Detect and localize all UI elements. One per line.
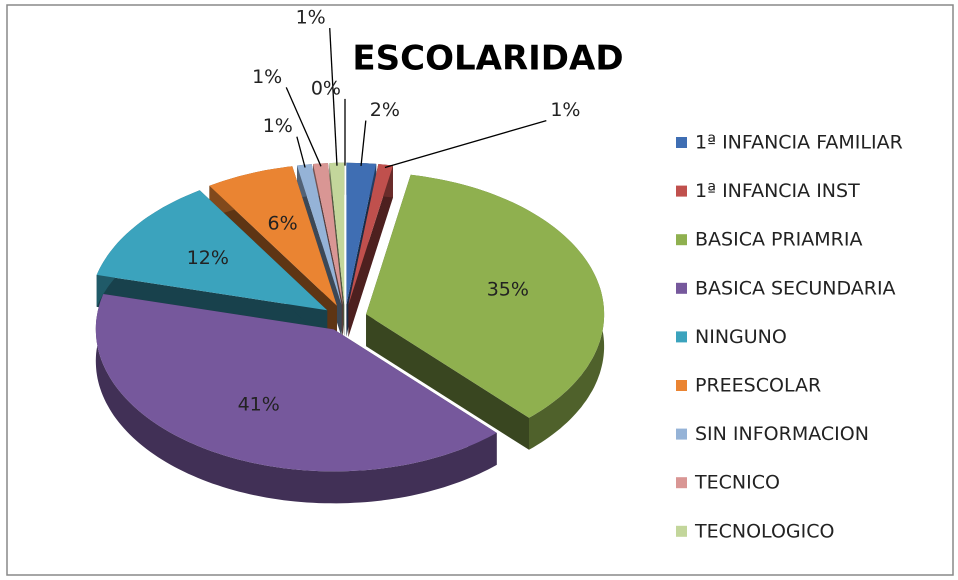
legend-label: TECNICO bbox=[694, 472, 780, 494]
pie-tops bbox=[95, 162, 605, 472]
legend-swatch bbox=[676, 477, 687, 489]
chart-title: ESCOLARIDAD bbox=[352, 39, 623, 79]
data-label: 1% bbox=[296, 7, 326, 29]
slice-wall bbox=[348, 165, 393, 337]
legend-swatch bbox=[676, 331, 687, 343]
leader-line bbox=[296, 136, 306, 168]
leader-line bbox=[360, 120, 367, 167]
data-label: 0% bbox=[311, 77, 341, 99]
pie-labels: 2% 1% 35% 41% 12% 6% 1% 1% 1% 0% bbox=[187, 7, 581, 416]
slice bbox=[209, 166, 337, 306]
slice bbox=[329, 162, 345, 305]
legend-label: TECNOLOGICO bbox=[694, 520, 834, 542]
slice-side bbox=[95, 294, 497, 504]
data-label: 1% bbox=[263, 115, 293, 137]
data-label: 1% bbox=[550, 99, 580, 121]
legend-label: PREESCOLAR bbox=[695, 375, 821, 397]
data-label: 6% bbox=[268, 212, 298, 234]
legend: 1ª INFANCIA FAMILIAR 1ª INFANCIA INST BASI… bbox=[676, 132, 903, 542]
legend-label: SIN INFORMACION bbox=[695, 423, 869, 445]
legend-swatch bbox=[676, 428, 687, 440]
data-label: 12% bbox=[187, 247, 229, 269]
leader-line bbox=[384, 119, 547, 169]
legend-swatch bbox=[676, 282, 687, 294]
legend-swatch bbox=[676, 234, 687, 246]
legend-swatch bbox=[676, 380, 687, 391]
slice bbox=[348, 164, 393, 305]
data-label: 2% bbox=[370, 99, 400, 121]
data-label: 1% bbox=[252, 66, 282, 88]
legend-swatch bbox=[676, 525, 687, 537]
slice bbox=[95, 294, 497, 472]
slice bbox=[297, 164, 342, 305]
leader-line bbox=[329, 28, 338, 166]
legend-swatch bbox=[676, 137, 687, 148]
slice bbox=[96, 190, 328, 311]
legend-label: BASICA SECUNDARIA bbox=[695, 277, 896, 299]
slice bbox=[366, 174, 605, 418]
legend-label: BASICA PRIAMRIA bbox=[695, 229, 862, 251]
legend-label: NINGUNO bbox=[695, 326, 787, 348]
slice-wall bbox=[366, 314, 529, 450]
legend-label: 1ª INFANCIA FAMILIAR bbox=[695, 132, 903, 154]
leader-line bbox=[285, 87, 322, 167]
slice bbox=[346, 162, 377, 305]
data-label: 35% bbox=[487, 278, 529, 300]
legend-swatch bbox=[676, 185, 687, 197]
legend-label: 1ª INFANCIA INST bbox=[695, 180, 860, 202]
slice bbox=[313, 163, 343, 305]
data-label: 41% bbox=[238, 394, 280, 416]
